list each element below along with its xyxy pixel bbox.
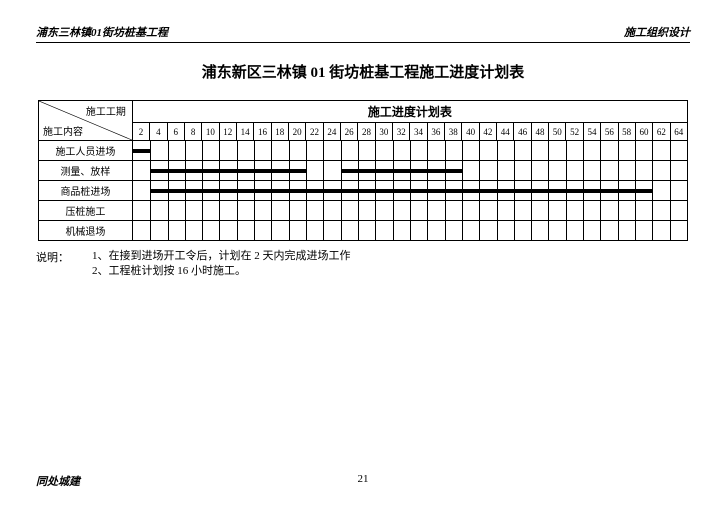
page-title: 浦东新区三林镇 01 街坊桩基工程施工进度计划表 — [36, 61, 690, 82]
gantt-bar — [341, 169, 462, 173]
tick-label: 50 — [549, 123, 566, 141]
gantt-subtitle: 施工进度计划表 — [132, 101, 687, 123]
tick-label: 12 — [219, 123, 236, 141]
row-label: 机械退场 — [39, 221, 133, 241]
gantt-chart: 施工工期施工内容施工进度计划表2468101214161820222426283… — [38, 100, 688, 241]
tick-label: 16 — [254, 123, 271, 141]
tick-label: 64 — [670, 123, 687, 141]
tick-label: 48 — [531, 123, 548, 141]
tick-label: 38 — [445, 123, 462, 141]
page-footer: 同处城建 21 — [36, 473, 690, 489]
tick-label: 20 — [288, 123, 305, 141]
row-label: 商品桩进场 — [39, 181, 133, 201]
tick-label: 52 — [566, 123, 583, 141]
tick-label: 58 — [618, 123, 635, 141]
footer-left: 同处城建 — [36, 473, 80, 489]
tick-label: 40 — [462, 123, 479, 141]
tick-label: 56 — [601, 123, 618, 141]
tick-label: 32 — [393, 123, 410, 141]
row-label: 压桩施工 — [39, 201, 133, 221]
page-number: 21 — [358, 473, 369, 485]
gantt-row-track — [132, 221, 687, 241]
gantt-bar — [133, 149, 150, 153]
tick-label: 30 — [375, 123, 392, 141]
notes-body: 1、在接到进场开工令后，计划在 2 天内完成进场工作2、工程桩计划按 16 小时… — [92, 249, 690, 280]
row-label: 施工人员进场 — [39, 141, 133, 161]
gantt-row-track — [132, 161, 687, 181]
tick-label: 60 — [635, 123, 652, 141]
tick-label: 24 — [323, 123, 340, 141]
diag-top-label: 施工工期 — [86, 103, 126, 118]
gantt-bar — [150, 189, 652, 193]
note-line: 1、在接到进场开工令后，计划在 2 天内完成进场工作 — [92, 249, 690, 264]
gantt-row-track — [132, 201, 687, 221]
gantt-bar — [150, 169, 306, 173]
tick-label: 10 — [202, 123, 219, 141]
tick-label: 28 — [358, 123, 375, 141]
tick-label: 2 — [132, 123, 149, 141]
row-label: 测量、放样 — [39, 161, 133, 181]
tick-label: 46 — [514, 123, 531, 141]
tick-label: 36 — [427, 123, 444, 141]
tick-label: 6 — [167, 123, 184, 141]
tick-label: 44 — [497, 123, 514, 141]
page-header: 浦东三林镇01街坊桩基工程 施工组织设计 — [36, 24, 690, 43]
notes-block: 说明： 1、在接到进场开工令后，计划在 2 天内完成进场工作2、工程桩计划按 1… — [36, 249, 690, 280]
tick-label: 34 — [410, 123, 427, 141]
tick-label: 4 — [150, 123, 167, 141]
gantt-row-track — [132, 141, 687, 161]
tick-label: 8 — [184, 123, 201, 141]
diag-bottom-label: 施工内容 — [43, 123, 83, 138]
tick-label: 26 — [341, 123, 358, 141]
gantt-row-track — [132, 181, 687, 201]
tick-label: 54 — [583, 123, 600, 141]
notes-label: 说明： — [36, 249, 92, 280]
header-diagonal-cell: 施工工期施工内容 — [39, 101, 133, 141]
tick-label: 22 — [306, 123, 323, 141]
header-right: 施工组织设计 — [624, 24, 690, 40]
note-line: 2、工程桩计划按 16 小时施工。 — [92, 264, 690, 279]
tick-label: 42 — [479, 123, 496, 141]
tick-label: 62 — [653, 123, 670, 141]
tick-label: 14 — [236, 123, 253, 141]
tick-label: 18 — [271, 123, 288, 141]
header-left: 浦东三林镇01街坊桩基工程 — [36, 24, 168, 40]
